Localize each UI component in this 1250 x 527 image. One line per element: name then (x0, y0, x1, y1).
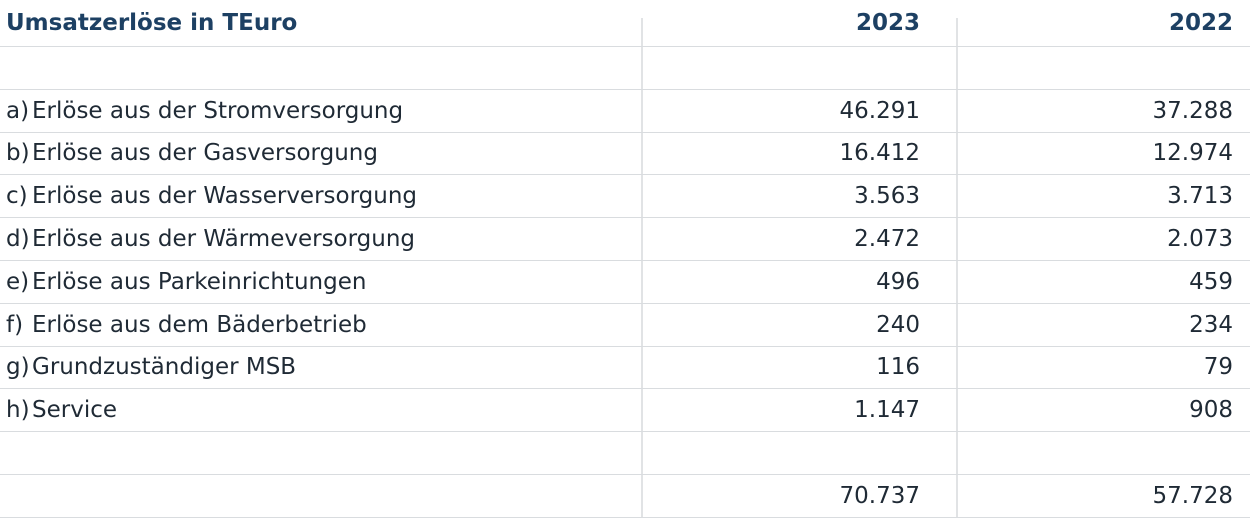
total-label (6, 475, 640, 517)
value-2023: 1.147 (854, 397, 920, 424)
value-2023: 240 (876, 311, 920, 338)
spacer-row (0, 432, 1250, 475)
row-text: Erlöse aus der Wärmeversorgung (32, 226, 416, 253)
row-text: Erlöse aus dem Bäderbetrieb (32, 311, 367, 338)
table-row: d) Erlöse aus der Wärmeversorgung 2.472 2… (0, 218, 1250, 261)
row-text: Erlöse aus der Gasversorgung (32, 140, 378, 167)
value-2023: 2.472 (854, 226, 920, 253)
value-2023: 116 (876, 354, 920, 381)
total-2022: 57.728 (1152, 482, 1233, 509)
row-text: Erlöse aus der Stromversorgung (32, 97, 404, 124)
value-2022: 37.288 (1152, 97, 1233, 124)
row-label: b) Erlöse aus der Gasversorgung (6, 133, 640, 175)
row-letter: b) (6, 140, 30, 167)
value-2022: 234 (1189, 311, 1233, 338)
table-row: e) Erlöse aus Parkeinrichtungen 496 459 (0, 261, 1250, 304)
table-row: g) Grundzuständiger MSB 116 79 (0, 347, 1250, 390)
column-divider (641, 18, 643, 518)
row-letter: h) (6, 397, 30, 424)
row-letter: d) (6, 226, 30, 253)
table-row: f) Erlöse aus dem Bäderbetrieb 240 234 (0, 304, 1250, 347)
total-2023: 70.737 (839, 482, 920, 509)
row-label: c) Erlöse aus der Wasserversorgung (6, 175, 640, 217)
value-2023: 46.291 (839, 97, 920, 124)
column-header-2023: 2023 (855, 10, 920, 36)
row-text: Grundzuständiger MSB (32, 354, 297, 381)
row-label: d) Erlöse aus der Wärmeversorgung (6, 218, 640, 260)
value-2022: 459 (1189, 268, 1233, 295)
table-title: Umsatzerlöse in TEuro (6, 10, 298, 36)
value-2022: 12.974 (1152, 140, 1233, 167)
row-letter: g) (6, 354, 30, 381)
row-text: Service (32, 397, 118, 424)
column-header-2022: 2022 (1168, 10, 1233, 36)
value-2023: 496 (876, 268, 920, 295)
value-2023: 16.412 (839, 140, 920, 167)
table-row: h) Service 1.147 908 (0, 389, 1250, 433)
row-letter: c) (6, 183, 28, 210)
table-row: a) Erlöse aus der Stromversorgung 46.291 … (0, 90, 1250, 133)
row-label: g) Grundzuständiger MSB (6, 347, 640, 389)
row-label: h) Service (6, 389, 640, 431)
row-letter: f) (6, 311, 24, 338)
column-divider (956, 18, 958, 518)
table-header-row: Umsatzerlöse in TEuro 2023 2022 (0, 0, 1250, 47)
value-2022: 2.073 (1167, 226, 1233, 253)
row-letter: e) (6, 268, 30, 295)
total-row: 70.737 57.728 (0, 475, 1250, 518)
value-2022: 79 (1203, 354, 1233, 381)
row-text: Erlöse aus der Wasserversorgung (32, 183, 417, 210)
value-2022: 908 (1189, 397, 1233, 424)
value-2023: 3.563 (854, 183, 920, 210)
row-label: a) Erlöse aus der Stromversorgung (6, 90, 640, 132)
row-text: Erlöse aus Parkeinrichtungen (32, 268, 367, 295)
row-label: f) Erlöse aus dem Bäderbetrieb (6, 304, 640, 346)
row-letter: a) (6, 97, 30, 124)
value-2022: 3.713 (1167, 183, 1233, 210)
row-label: e) Erlöse aus Parkeinrichtungen (6, 261, 640, 303)
spacer-row (0, 47, 1250, 90)
table-row: b) Erlöse aus der Gasversorgung 16.412 12… (0, 133, 1250, 176)
table-row: c) Erlöse aus der Wasserversorgung 3.563 … (0, 175, 1250, 219)
